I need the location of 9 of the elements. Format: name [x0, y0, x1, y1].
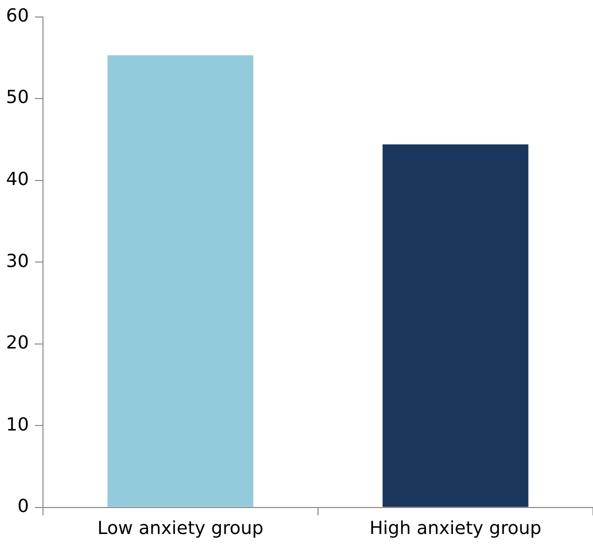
y-tick-label: 50 [6, 87, 29, 108]
y-tick-label: 60 [6, 5, 29, 26]
y-tick-label: 40 [6, 169, 29, 190]
x-tick-label: Low anxiety group [97, 518, 264, 539]
y-tick-label: 0 [17, 496, 29, 518]
y-tick-label: 10 [6, 414, 29, 436]
y-tick-label: 30 [6, 250, 29, 272]
y-tick-label: 20 [6, 332, 29, 354]
x-tick-label: High anxiety group [369, 518, 542, 539]
